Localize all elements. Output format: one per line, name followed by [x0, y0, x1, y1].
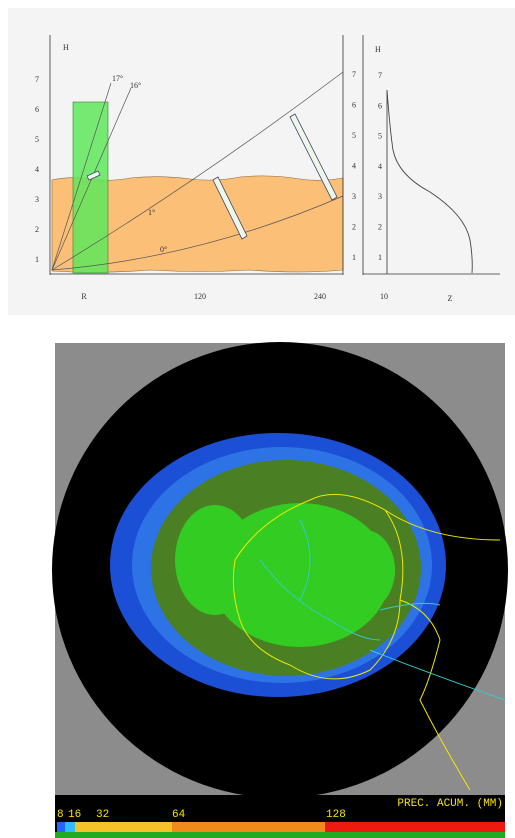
axis-tick: 6 [378, 101, 382, 110]
legend-tick: 32 [96, 809, 109, 821]
beam-label: 0° [160, 245, 167, 254]
legend-title: PREC. ACUM. (MM) [397, 798, 503, 810]
legend-color [75, 822, 172, 832]
axis-tick: 1 [352, 253, 356, 262]
x-label: R [81, 292, 87, 301]
axis-tick: 2 [35, 225, 39, 234]
legend-tick: 128 [326, 809, 346, 821]
axis-title: H [375, 45, 381, 54]
axis-tick: 6 [35, 105, 39, 114]
axis-title: H [63, 43, 69, 52]
axis-tick: 1 [378, 253, 382, 262]
axis-tick: 2 [352, 222, 356, 231]
axis-tick: 4 [352, 161, 356, 170]
legend-color [325, 822, 505, 832]
axis-tick: 1 [35, 255, 39, 264]
x-label: 120 [194, 292, 206, 301]
axis-tick: 5 [378, 132, 382, 141]
axis-tick: 7 [352, 70, 356, 79]
beam-label: 16° [130, 81, 141, 90]
axis-tick: 6 [352, 100, 356, 109]
echo-strong [335, 530, 395, 610]
figure: H 123456712345671234567 17° 16° 1° 0° R … [0, 0, 515, 838]
beam-label: 1° [148, 208, 155, 217]
legend-tick: 64 [172, 809, 186, 821]
legend-tick: 8 [57, 809, 64, 821]
legend-tick: 16 [68, 809, 81, 821]
x-label: Z [448, 294, 453, 303]
echo-strong [175, 505, 255, 615]
page: {"diagram": {"left_axis_title": "H", "le… [0, 0, 515, 838]
axis-tick: 3 [35, 195, 39, 204]
status-bar [55, 832, 505, 838]
axis-tick: 2 [378, 223, 382, 232]
beam-label: 17° [112, 74, 123, 83]
legend-color [172, 822, 325, 832]
axis-tick: 3 [352, 192, 356, 201]
x-label: 240 [314, 292, 326, 301]
axis-tick: 3 [378, 192, 382, 201]
axis-tick: 4 [35, 165, 39, 174]
axis-tick: 4 [378, 162, 382, 171]
legend-color [57, 822, 65, 832]
axis-tick: 7 [378, 71, 382, 80]
axis-tick: 7 [35, 75, 39, 84]
axis-tick: 5 [352, 131, 356, 140]
x-label: 10 [380, 292, 388, 301]
axis-tick: 5 [35, 135, 39, 144]
legend-color [65, 822, 75, 832]
